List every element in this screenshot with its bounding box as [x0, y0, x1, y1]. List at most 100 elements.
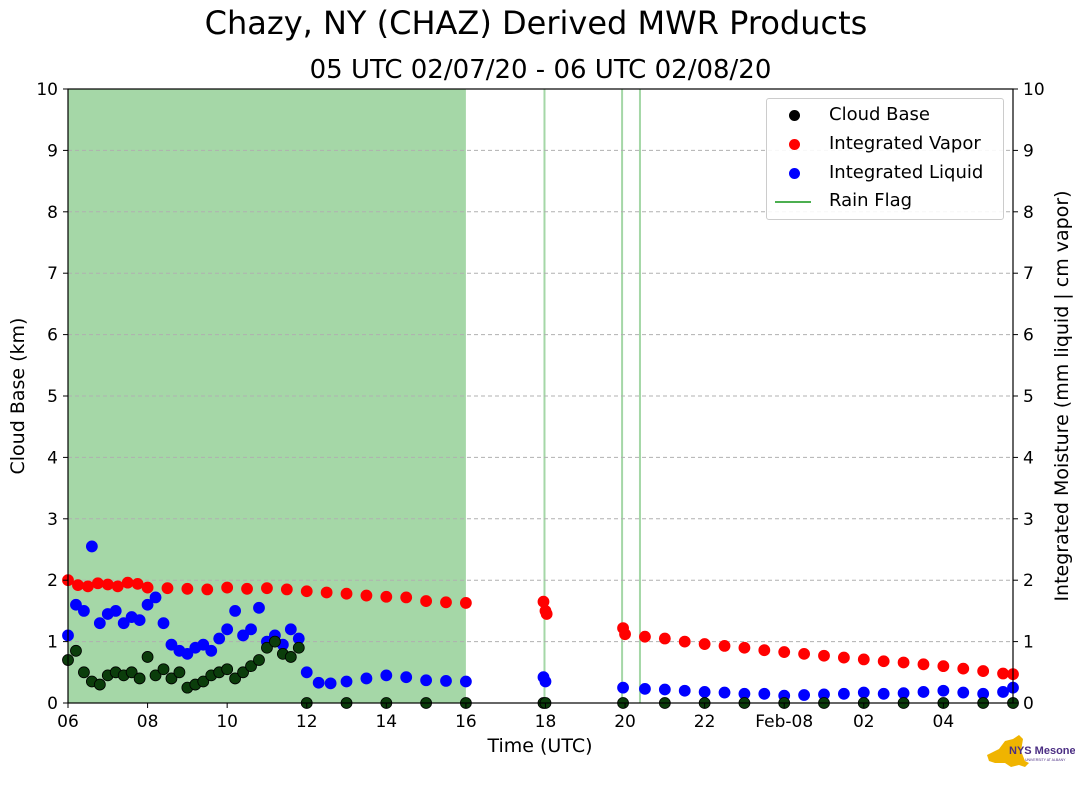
y-tick-label: 3: [47, 510, 58, 530]
data-point: [678, 684, 691, 697]
data-point: [639, 630, 651, 643]
y-tick-label: 5: [47, 387, 58, 407]
data-point: [937, 660, 950, 673]
data-point: [320, 586, 333, 599]
data-point: [292, 641, 305, 654]
data-point: [284, 651, 297, 663]
data-point: [324, 677, 337, 690]
data-point: [131, 577, 144, 590]
data-point: [798, 689, 811, 701]
data-point: [125, 666, 138, 679]
data-point: [141, 581, 154, 594]
y-tick-label-right: 9: [1023, 141, 1034, 161]
x-tick-label: 18: [535, 712, 557, 732]
legend-item-integrated-vapor: Integrated Vapor: [767, 130, 1003, 158]
data-point: [758, 687, 771, 700]
y-tick-label-right: 10: [1023, 80, 1045, 100]
legend-label: Rain Flag: [829, 190, 913, 211]
y-tick-label: 8: [47, 203, 58, 223]
nys-mesonet-logo: NYS Mesonet UNIVERSITY AT ALBANY: [987, 735, 1075, 767]
data-point: [957, 686, 970, 699]
data-point: [165, 672, 178, 685]
data-point: [149, 669, 162, 682]
data-point: [897, 687, 910, 700]
y-tick-label-right: 1: [1023, 633, 1034, 653]
data-point: [237, 629, 249, 642]
data-point: [738, 641, 751, 654]
x-tick-label: 22: [694, 712, 716, 732]
x-tick-label: 14: [375, 712, 397, 732]
data-point: [284, 623, 297, 636]
data-point: [70, 644, 82, 657]
data-point: [658, 632, 671, 645]
data-point: [617, 681, 629, 694]
x-tick-label: Feb-08: [755, 712, 813, 732]
x-tick-label: 04: [933, 712, 955, 732]
data-point: [261, 582, 273, 595]
data-point: [93, 678, 106, 691]
data-point: [778, 646, 791, 658]
y-tick-label: 2: [47, 571, 58, 591]
y-axis-right-label: Integrated Moisture (mm liquid | cm vapo…: [1051, 190, 1073, 601]
y-tick-label-right: 7: [1023, 264, 1034, 284]
y-tick-label: 10: [36, 80, 58, 100]
x-tick-label: 02: [853, 712, 875, 732]
data-point: [280, 583, 293, 596]
data-point: [241, 582, 253, 595]
data-point: [420, 595, 433, 607]
chart-title: Chazy, NY (CHAZ) Derived MWR Products: [204, 4, 868, 42]
data-point: [300, 666, 313, 679]
logo-text: NYS Mesonet: [1009, 745, 1075, 757]
data-point: [658, 683, 671, 696]
legend-label: Cloud Base: [829, 104, 930, 125]
data-point: [253, 601, 265, 614]
data-point: [109, 605, 122, 617]
y-tick-label: 1: [47, 633, 58, 653]
data-point: [117, 617, 130, 630]
data-point: [229, 672, 242, 685]
data-point: [93, 617, 106, 630]
data-point: [269, 635, 281, 648]
legend-item-integrated-liquid: Integrated Liquid: [767, 159, 1003, 187]
y-tick-label-right: 4: [1023, 448, 1034, 468]
x-tick-label: 06: [57, 712, 79, 732]
y-tick-label: 9: [47, 141, 58, 161]
y-tick-label-right: 2: [1023, 571, 1034, 591]
data-point: [718, 686, 731, 699]
data-point: [360, 672, 373, 685]
data-point: [221, 623, 234, 636]
data-point: [261, 641, 273, 654]
rain-flag-band: [638, 89, 641, 703]
vapor-marker-icon: [789, 139, 800, 150]
data-point: [201, 583, 214, 596]
data-point: [400, 671, 413, 684]
liquid-marker-icon: [789, 168, 800, 179]
data-point: [877, 687, 890, 700]
x-tick-label: 16: [455, 712, 477, 732]
x-axis-label: Time (UTC): [486, 735, 592, 757]
data-point: [459, 675, 472, 688]
y-tick-label-right: 3: [1023, 510, 1034, 530]
data-point: [213, 632, 226, 645]
data-point: [78, 605, 90, 617]
data-point: [157, 663, 170, 676]
y-axis-left-label: Cloud Base (km): [7, 318, 29, 475]
data-point: [459, 597, 472, 609]
y-tick-label: 7: [47, 264, 58, 284]
data-point: [540, 608, 553, 620]
data-point: [181, 582, 194, 595]
grid-layer: [68, 149, 1013, 643]
x-tick-label: 10: [216, 712, 238, 732]
data-point: [229, 605, 242, 617]
data-point: [237, 666, 249, 679]
data-point: [221, 581, 234, 594]
data-point: [937, 684, 950, 697]
data-point: [639, 682, 651, 695]
legend-item-cloud-base: Cloud Base: [767, 101, 1003, 129]
data-point: [698, 686, 711, 698]
x-tick-label: 08: [137, 712, 159, 732]
data-point: [897, 656, 910, 669]
data-point: [157, 617, 170, 630]
data-point: [253, 654, 265, 666]
legend-label: Integrated Vapor: [829, 133, 981, 154]
